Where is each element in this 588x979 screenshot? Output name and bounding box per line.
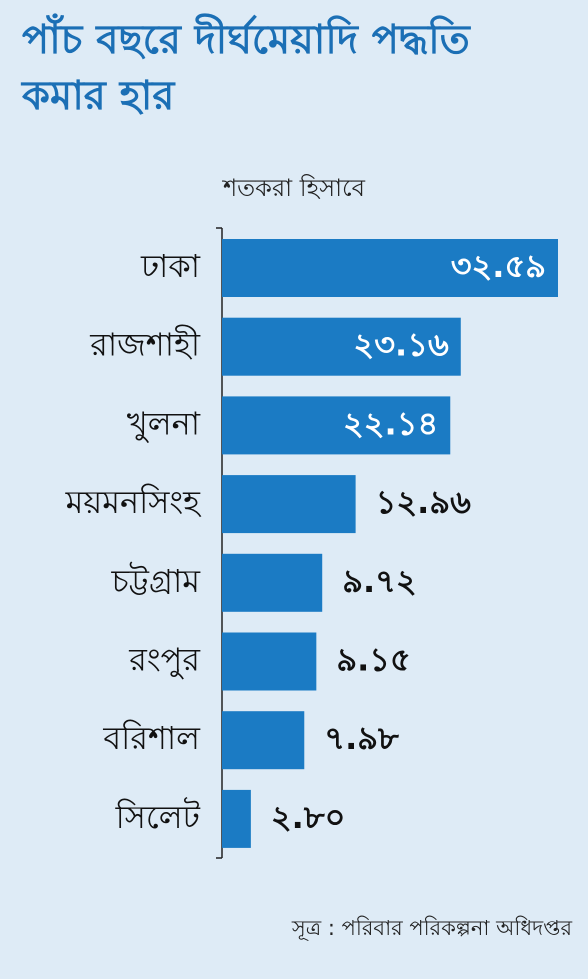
bar bbox=[222, 317, 461, 376]
data-label: ৯.১৫ bbox=[336, 641, 410, 679]
bar bbox=[222, 475, 356, 534]
data-label: ২৩.১৬ bbox=[353, 326, 449, 364]
chart-title: পাঁচ বছরে দীর্ঘমেয়াদি পদ্ধতি কমার হার bbox=[22, 17, 470, 119]
category-label: ঢাকা bbox=[140, 247, 201, 285]
bar bbox=[222, 711, 305, 770]
data-label: ২২.১৪ bbox=[343, 404, 438, 442]
category-label: চট্টগ্রাম bbox=[111, 562, 202, 600]
category-label: বরিশাল bbox=[102, 719, 201, 757]
data-label: ৩২.৫৯ bbox=[451, 247, 546, 285]
data-label: ২.৮০ bbox=[271, 798, 346, 836]
bar bbox=[222, 239, 558, 297]
category-label: রাজশাহী bbox=[89, 325, 201, 364]
bar bbox=[222, 553, 323, 612]
category-label: খুলনা bbox=[127, 404, 201, 443]
data-label: ৭.৯৮ bbox=[324, 719, 399, 757]
chart-subtitle: শতকরা হিসাবে bbox=[222, 174, 366, 202]
category-label: সিলেট bbox=[115, 797, 201, 836]
bar bbox=[222, 396, 451, 455]
data-label: ১২.৯৬ bbox=[376, 483, 471, 521]
data-label: ৯.৭২ bbox=[342, 562, 417, 600]
bar bbox=[222, 789, 251, 848]
category-label: রংপুর bbox=[128, 641, 201, 680]
category-label: ময়মনসিংহ bbox=[65, 483, 203, 521]
bar bbox=[222, 632, 317, 691]
source-note: সূত্র : পরিবার পরিকল্পনা অধিদপ্তর bbox=[291, 916, 572, 940]
